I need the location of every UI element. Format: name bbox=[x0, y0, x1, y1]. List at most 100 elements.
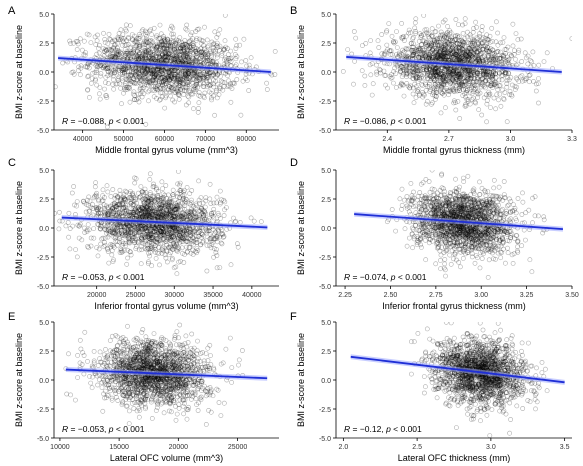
data-point bbox=[410, 53, 416, 59]
data-point bbox=[422, 27, 428, 33]
data-point bbox=[419, 42, 424, 48]
data-point bbox=[468, 73, 473, 78]
data-point bbox=[91, 235, 97, 241]
data-point bbox=[91, 195, 97, 201]
data-point bbox=[481, 83, 487, 89]
data-point bbox=[170, 246, 176, 252]
data-point bbox=[193, 51, 199, 57]
data-point bbox=[416, 54, 422, 60]
data-point bbox=[492, 79, 498, 85]
data-point bbox=[147, 176, 153, 182]
data-point bbox=[151, 83, 156, 89]
data-point bbox=[437, 50, 443, 56]
data-point bbox=[449, 72, 454, 78]
data-point bbox=[208, 95, 214, 101]
data-point bbox=[191, 71, 197, 77]
data-point bbox=[160, 81, 165, 87]
data-point bbox=[507, 92, 513, 97]
data-point bbox=[97, 85, 103, 90]
data-point bbox=[228, 262, 234, 268]
data-point bbox=[522, 50, 528, 56]
data-point bbox=[146, 250, 152, 256]
data-point bbox=[442, 42, 448, 48]
data-point bbox=[210, 239, 216, 245]
data-point bbox=[451, 87, 457, 93]
data-point bbox=[113, 47, 119, 53]
data-point bbox=[149, 43, 155, 49]
data-point bbox=[70, 69, 76, 75]
data-point bbox=[408, 30, 413, 36]
y-tick-label: -2.5 bbox=[37, 99, 49, 106]
data-point bbox=[214, 235, 220, 241]
data-point bbox=[423, 51, 429, 57]
data-point bbox=[197, 81, 203, 87]
data-point bbox=[127, 81, 133, 87]
data-point bbox=[70, 223, 76, 229]
data-point bbox=[233, 46, 239, 51]
data-point bbox=[469, 72, 474, 78]
data-point bbox=[138, 54, 143, 60]
data-point bbox=[96, 211, 101, 216]
x-tick-label: 60000 bbox=[155, 136, 175, 143]
data-point bbox=[438, 89, 444, 95]
data-point bbox=[119, 197, 124, 203]
data-point bbox=[476, 41, 481, 46]
data-point bbox=[479, 76, 485, 82]
data-point bbox=[447, 42, 453, 48]
data-point bbox=[178, 45, 184, 51]
data-point bbox=[181, 53, 187, 59]
data-point bbox=[190, 251, 196, 257]
data-point bbox=[186, 56, 191, 62]
data-point bbox=[246, 88, 252, 93]
data-point bbox=[215, 44, 221, 50]
data-point bbox=[154, 236, 160, 241]
scatter-points bbox=[54, 14, 278, 130]
data-point bbox=[182, 48, 187, 54]
data-point bbox=[193, 54, 199, 60]
data-point bbox=[180, 250, 185, 256]
data-point bbox=[160, 71, 165, 76]
data-point bbox=[477, 31, 482, 37]
data-point bbox=[162, 57, 168, 63]
data-point bbox=[135, 65, 141, 71]
data-point bbox=[186, 54, 192, 60]
data-point bbox=[486, 55, 492, 60]
data-point bbox=[184, 79, 190, 85]
data-point bbox=[461, 40, 466, 46]
data-point bbox=[136, 99, 142, 105]
data-point bbox=[181, 48, 187, 53]
data-point bbox=[174, 81, 179, 86]
data-point bbox=[129, 70, 135, 75]
data-point bbox=[108, 47, 114, 52]
data-point bbox=[159, 51, 164, 57]
data-point bbox=[441, 54, 447, 60]
data-point bbox=[480, 58, 486, 63]
data-point bbox=[416, 93, 422, 98]
data-point bbox=[465, 58, 471, 64]
data-point bbox=[445, 72, 451, 78]
data-point bbox=[497, 56, 502, 61]
data-point bbox=[445, 32, 451, 38]
data-point bbox=[239, 59, 244, 65]
data-point bbox=[460, 57, 465, 63]
data-point bbox=[137, 194, 143, 200]
data-point bbox=[175, 69, 181, 75]
data-point bbox=[114, 52, 119, 58]
data-point bbox=[474, 45, 480, 51]
data-point bbox=[180, 76, 186, 82]
data-point bbox=[91, 226, 97, 231]
data-point bbox=[403, 66, 409, 72]
data-point bbox=[175, 50, 181, 56]
data-point bbox=[401, 38, 407, 43]
data-point bbox=[407, 71, 413, 77]
data-point bbox=[345, 47, 351, 52]
data-point bbox=[471, 40, 477, 46]
data-point bbox=[165, 211, 171, 217]
data-point bbox=[218, 78, 224, 84]
data-point bbox=[506, 71, 512, 76]
data-point bbox=[445, 69, 451, 75]
data-point bbox=[421, 14, 427, 18]
data-point bbox=[197, 58, 203, 64]
data-point bbox=[109, 48, 115, 54]
